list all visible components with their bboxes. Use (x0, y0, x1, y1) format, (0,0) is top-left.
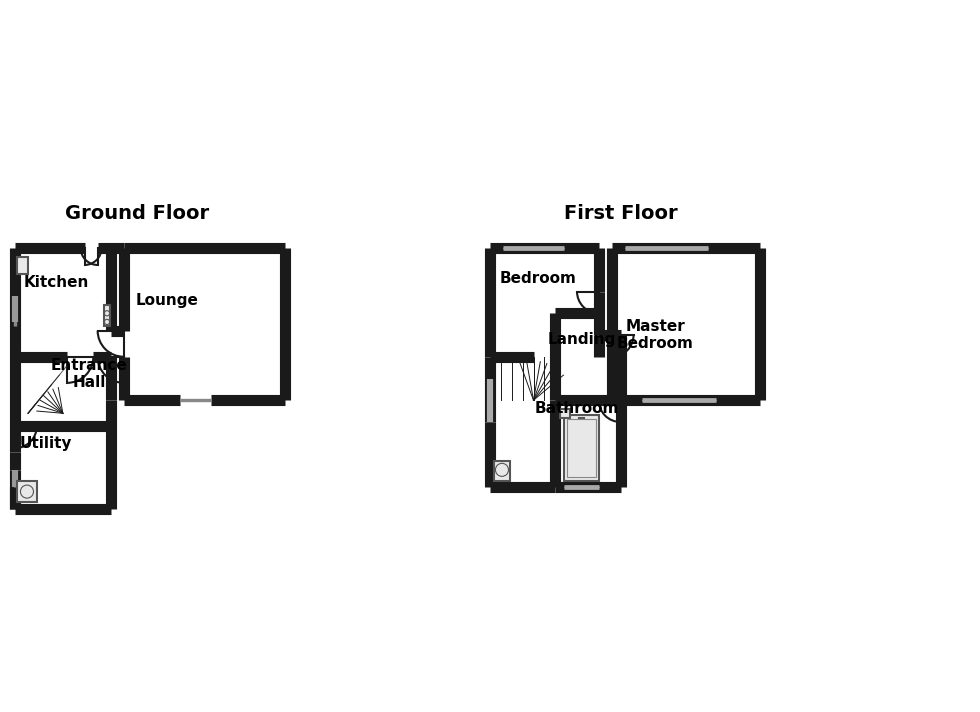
Bar (564, 416, 599, 481)
Bar (104, 305, 110, 326)
Text: Lounge: Lounge (136, 293, 199, 308)
Text: Bedroom: Bedroom (500, 271, 576, 286)
Bar (494, 461, 510, 481)
Text: Landing: Landing (547, 332, 615, 347)
Text: Ground Floor: Ground Floor (65, 204, 209, 223)
Text: Master
Bedroom: Master Bedroom (616, 319, 694, 351)
Bar (18, 481, 37, 503)
Bar (566, 419, 596, 477)
Text: Entrance
Hall: Entrance Hall (51, 358, 127, 390)
Text: Bathroom: Bathroom (535, 402, 619, 417)
Text: First Floor: First Floor (564, 204, 677, 223)
Bar (560, 409, 570, 418)
Bar (18, 257, 28, 274)
Text: Utility: Utility (20, 436, 72, 451)
Text: Kitchen: Kitchen (24, 276, 89, 290)
